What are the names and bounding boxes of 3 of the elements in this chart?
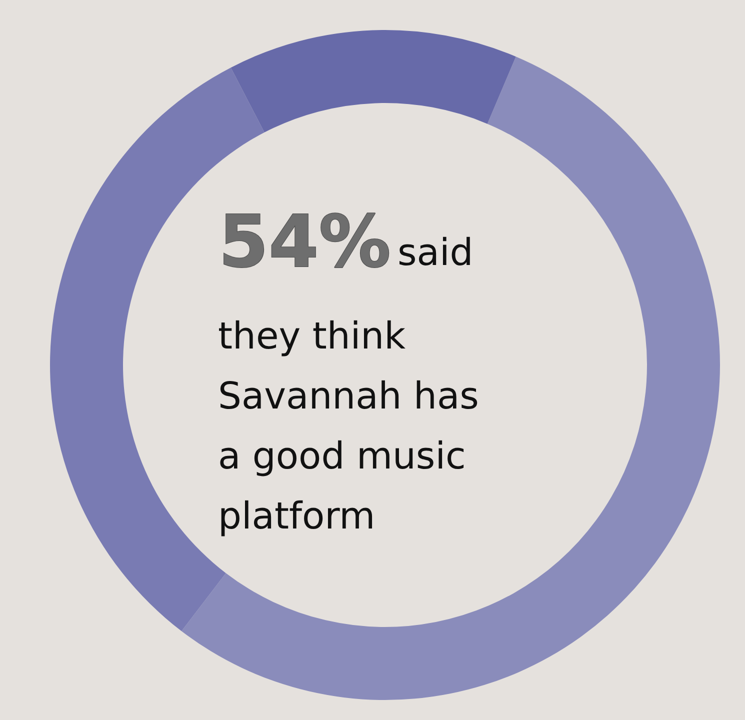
text: said <box>398 231 474 274</box>
text: they think Savannah has a good music platform <box>218 314 479 538</box>
text: 54% <box>218 200 391 284</box>
